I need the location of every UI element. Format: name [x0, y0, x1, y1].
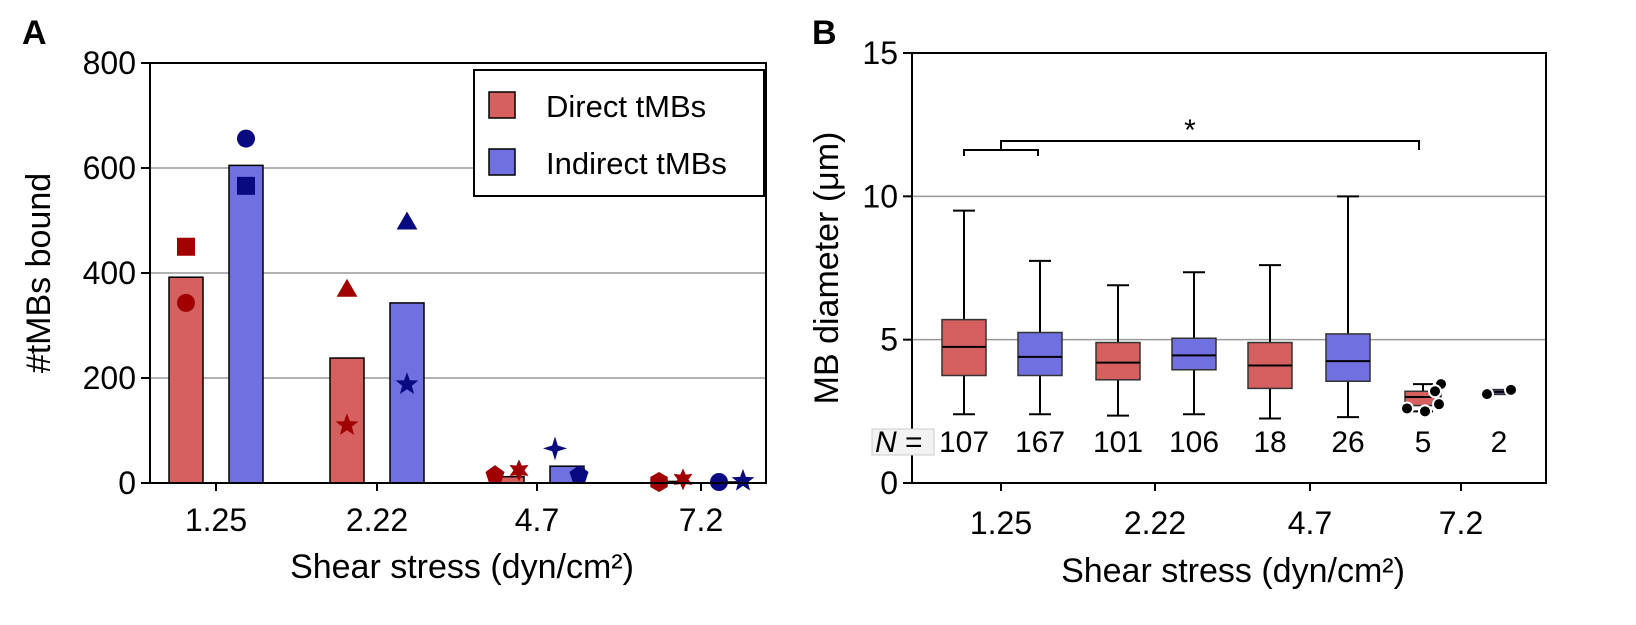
replicate-star-direct-2.22	[335, 413, 359, 435]
replicate-pentagon-indirect-4.7	[569, 465, 589, 484]
panel-b-y-ticks: 0 5 10 15	[862, 35, 912, 501]
panel-a-x-axis-title: Shear stress (dyn/cm²)	[290, 548, 634, 586]
panel-b-boxes	[941, 195, 1518, 420]
panel-b: B 0 5 10 15 1.25 2.22 4.7 7.2 N = 107 167 101 106…	[808, 14, 1547, 590]
x-tick-label: 1.25	[185, 502, 247, 538]
replicate-triangle-indirect-2.22	[396, 211, 418, 230]
legend-swatch-direct	[488, 91, 516, 119]
legend-label-direct: Direct tMBs	[546, 89, 706, 124]
box-indirect-4.7	[1325, 195, 1371, 419]
box-direct-4.7	[1247, 264, 1293, 420]
box-iqr	[1095, 341, 1141, 381]
box-direct-2.22	[1095, 284, 1141, 417]
bar-indirect-2.22	[389, 302, 425, 484]
n-count-indirect-1.25: 167	[1015, 426, 1065, 459]
panel-b-plot-frame	[911, 52, 1547, 484]
n-count-direct-7.2: 5	[1415, 426, 1432, 459]
y-tick-label: 15	[862, 35, 898, 71]
panel-b-x-ticks: 1.25 2.22 4.7 7.2	[970, 483, 1483, 541]
y-tick-label: 5	[880, 322, 898, 358]
replicate-star4-indirect-4.7	[543, 436, 567, 461]
data-point	[1400, 401, 1414, 416]
box-direct-1.25	[941, 209, 987, 416]
data-point	[1432, 397, 1446, 412]
panel-b-significance-bracket: *	[963, 114, 1420, 156]
box-direct-7.2	[1400, 377, 1448, 419]
replicate-triangle-direct-2.22	[336, 278, 358, 297]
x-tick-label: 7.2	[679, 502, 723, 538]
x-tick-label: 7.2	[1439, 505, 1483, 541]
box-iqr	[1171, 337, 1217, 371]
x-tick-label: 2.22	[1124, 505, 1186, 541]
n-count-indirect-7.2: 2	[1491, 426, 1508, 459]
replicate-star-indirect-2.22	[395, 372, 419, 394]
panel-a: A 0 200 400 600 800 1.25 2.22 4.7 7.2 Shear str…	[20, 14, 767, 586]
y-tick-label: 10	[862, 178, 898, 214]
replicate-circle-direct-1.25	[177, 293, 195, 312]
x-tick-label: 2.22	[346, 502, 408, 538]
n-label-box	[871, 428, 935, 456]
box-indirect-2.22	[1171, 271, 1217, 416]
replicate-star6-direct-4.7	[509, 459, 529, 482]
sig-asterisk: *	[1184, 114, 1196, 147]
n-count-indirect-4.7: 26	[1331, 426, 1364, 459]
n-count-direct-1.25: 107	[939, 426, 989, 459]
y-tick-label: 200	[83, 360, 136, 396]
y-tick-label: 800	[83, 45, 136, 81]
legend-label-indirect: Indirect tMBs	[546, 146, 727, 181]
y-tick-label: 0	[118, 465, 136, 501]
panel-b-gridlines	[912, 195, 1546, 341]
y-tick-label: 0	[880, 465, 898, 501]
y-tick-label: 600	[83, 150, 136, 186]
replicate-star6-direct-7.2	[673, 468, 693, 491]
y-tick-label: 400	[83, 255, 136, 291]
panel-a-bars	[168, 164, 749, 484]
box-indirect-7.2	[1480, 382, 1518, 402]
data-point	[1428, 384, 1442, 399]
legend-swatch-indirect	[488, 148, 516, 176]
bar-indirect-1.25	[228, 164, 264, 484]
data-point	[1480, 387, 1494, 402]
panel-a-replicate-markers	[177, 129, 755, 492]
box-iqr	[1325, 333, 1371, 382]
replicate-star-indirect-7.2	[731, 468, 755, 491]
replicate-square-direct-1.25	[177, 237, 195, 256]
panel-b-n-labels: N = 107 167 101 106 18 26 5 2	[871, 426, 1508, 459]
replicate-circle-indirect-1.25	[237, 129, 255, 148]
x-tick-label: 4.7	[515, 502, 559, 538]
x-tick-label: 4.7	[1288, 505, 1332, 541]
sig-bracket-main	[1000, 140, 1420, 150]
n-label-prefix: N =	[875, 426, 923, 459]
n-count-indirect-2.22: 106	[1169, 426, 1219, 459]
replicate-square-indirect-1.25	[237, 176, 255, 195]
n-label-equals: =	[897, 426, 923, 459]
n-label-letter: N	[875, 426, 897, 459]
panel-a-x-ticks: 1.25 2.22 4.7 7.2	[185, 483, 723, 538]
data-point	[1418, 404, 1432, 419]
box-iqr	[1017, 331, 1063, 377]
box-indirect-1.25	[1017, 259, 1063, 416]
panel-b-x-axis-title: Shear stress (dyn/cm²)	[1061, 552, 1405, 590]
panel-a-y-axis-title: #tMBs bound	[20, 173, 58, 373]
x-tick-label: 1.25	[970, 505, 1032, 541]
data-point	[1504, 382, 1518, 397]
sig-bracket-left	[963, 149, 1039, 156]
replicate-pentagon-direct-4.7	[485, 465, 505, 484]
panel-b-letter: B	[812, 14, 837, 52]
panel-b-y-axis-title: MB diameter (μm)	[808, 132, 846, 405]
legend-box	[473, 69, 765, 197]
n-count-direct-4.7: 18	[1253, 426, 1286, 459]
panel-a-y-ticks: 0 200 400 600 800	[83, 45, 150, 501]
panel-a-letter: A	[22, 14, 47, 52]
n-count-direct-2.22: 101	[1093, 426, 1143, 459]
panel-a-legend: Direct tMBs Indirect tMBs	[473, 69, 765, 197]
